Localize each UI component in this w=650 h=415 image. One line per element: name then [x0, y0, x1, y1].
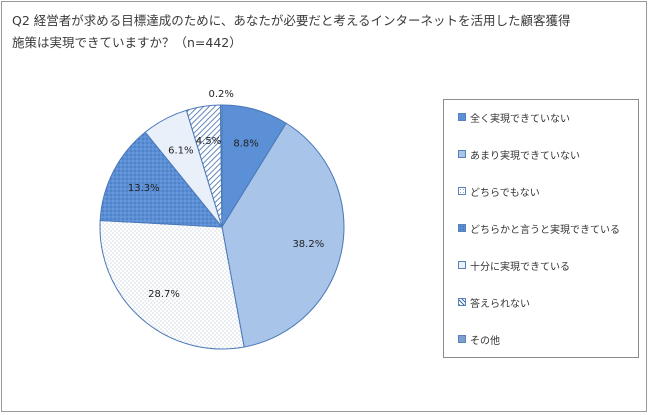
legend-swatch-5 — [458, 298, 466, 306]
legend-label-2: どちらでもない — [470, 187, 540, 199]
legend-swatch-1 — [458, 150, 466, 158]
chart-title: Q2 経営者が求める目標達成のために、あなたが必要だと考えるインターネットを活用… — [12, 13, 571, 50]
legend-label-4: 十分に実現できている — [470, 261, 570, 273]
legend-item-6: その他 — [458, 331, 500, 347]
data-label-4: 6.1% — [168, 145, 193, 156]
legend-swatch-3 — [458, 224, 466, 232]
data-label-3: 13.3% — [128, 183, 160, 194]
legend-swatch-4 — [458, 261, 466, 269]
pie-slice-1 — [221, 122, 345, 348]
legend-item-1: あまり実現できていない — [458, 146, 580, 162]
legend-label-5: 答えられない — [470, 298, 530, 310]
data-label-1: 38.2% — [292, 239, 324, 250]
legend-label-3: どちらかと言うと実現できている — [470, 224, 620, 236]
legend-label-1: あまり実現できていない — [470, 150, 580, 162]
legend-item-2: どちらでもない — [458, 183, 540, 199]
legend-item-4: 十分に実現できている — [458, 257, 570, 273]
data-label-6: 0.2% — [208, 89, 233, 100]
legend-item-5: 答えられない — [458, 294, 530, 310]
pie-slice-6 — [219, 104, 223, 228]
legend-item-3: どちらかと言うと実現できている — [458, 220, 620, 236]
legend-swatch-2 — [458, 187, 466, 195]
pie-slice-2 — [99, 219, 245, 350]
legend-swatch-0 — [458, 113, 466, 121]
legend-swatch-6 — [458, 335, 466, 343]
legend-item-0: 全く実現できていない — [458, 109, 570, 125]
legend-label-0: 全く実現できていない — [470, 113, 570, 125]
pie-slice-3 — [99, 131, 224, 228]
data-label-2: 28.7% — [148, 289, 180, 300]
legend-label-6: その他 — [470, 335, 500, 347]
data-label-0: 8.8% — [233, 139, 258, 150]
legend: 全く実現できていない あまり実現できていない どちらでもないどちらかと言うと実現でき… — [443, 99, 639, 358]
data-label-5: 4.5% — [196, 136, 221, 147]
